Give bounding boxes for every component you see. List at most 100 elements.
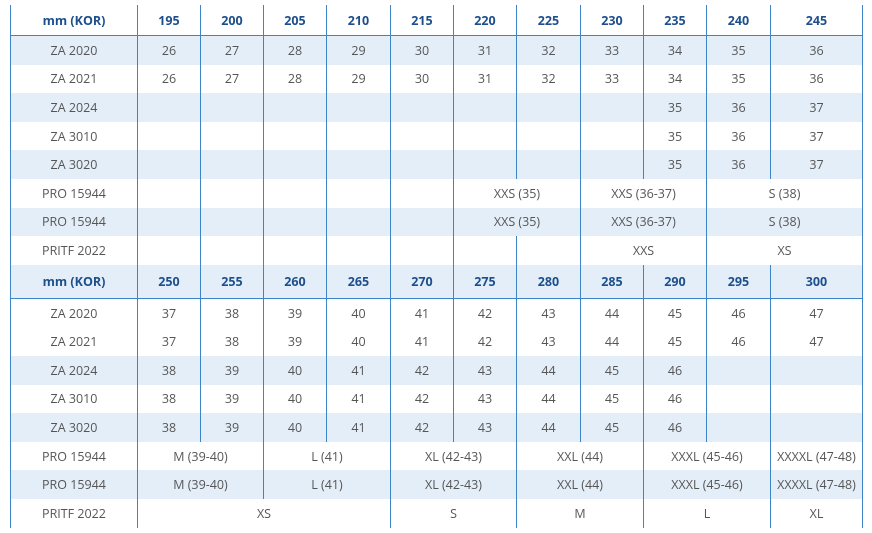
size-cell: XS bbox=[706, 236, 863, 265]
row-label: ZA 3020 bbox=[10, 413, 138, 442]
size-cell bbox=[137, 121, 201, 151]
size-cell: M (39-40) bbox=[137, 441, 264, 471]
size-cell: 37 bbox=[770, 121, 863, 151]
size-row: PRO 15944 M (39-40) L (41) XL (42-43) XXL (4… bbox=[10, 441, 863, 471]
row-label: ZA 2024 bbox=[10, 93, 138, 122]
size-cell: 31 bbox=[453, 64, 517, 94]
size-cell bbox=[770, 355, 863, 385]
size-cell: 42 bbox=[453, 298, 517, 328]
size-cell: 35 bbox=[643, 121, 707, 151]
row-label: ZA 2021 bbox=[10, 64, 138, 94]
row-label: ZA 2020 bbox=[10, 298, 138, 328]
size-cell: 44 bbox=[516, 355, 581, 385]
size-cell bbox=[326, 93, 391, 122]
size-row: ZA 3020 35 36 37 bbox=[10, 150, 863, 179]
size-cell bbox=[263, 93, 327, 122]
size-cell: 34 bbox=[643, 35, 707, 65]
header-cell: 205 bbox=[263, 5, 327, 36]
header-cell: 200 bbox=[200, 5, 264, 36]
size-cell: XXXL (45-46) bbox=[643, 441, 771, 471]
size-cell: 35 bbox=[643, 150, 707, 179]
row-label: PRITF 2022 bbox=[10, 498, 138, 528]
header-cell: 300 bbox=[770, 264, 863, 299]
size-cell: 43 bbox=[516, 298, 581, 328]
size-cell bbox=[137, 207, 201, 237]
header-cell: 225 bbox=[516, 5, 581, 36]
size-cell bbox=[326, 236, 391, 265]
size-cell bbox=[200, 93, 264, 122]
size-cell: XXL (44) bbox=[516, 441, 644, 471]
size-cell: 30 bbox=[390, 35, 454, 65]
size-cell: 36 bbox=[706, 150, 771, 179]
size-cell: S (38) bbox=[706, 178, 863, 208]
size-cell: 42 bbox=[390, 413, 454, 442]
size-cell: XXXXL (47-48) bbox=[770, 470, 863, 499]
header-cell: 235 bbox=[643, 5, 707, 36]
size-cell: 41 bbox=[390, 298, 454, 328]
size-cell bbox=[706, 355, 771, 385]
size-row: ZA 2024 38 39 40 41 42 43 44 45 46 bbox=[10, 355, 863, 385]
header-cell: 280 bbox=[516, 264, 581, 299]
size-cell: 46 bbox=[643, 384, 707, 414]
size-cell: 41 bbox=[326, 413, 391, 442]
size-cell bbox=[453, 150, 517, 179]
size-cell: 44 bbox=[516, 384, 581, 414]
size-row: ZA 3020 38 39 40 41 42 43 44 45 46 bbox=[10, 413, 863, 442]
size-cell: 44 bbox=[516, 413, 581, 442]
size-cell: XS bbox=[137, 498, 391, 528]
size-cell: 36 bbox=[706, 121, 771, 151]
size-cell: XL (42-43) bbox=[390, 470, 517, 499]
size-cell bbox=[770, 413, 863, 442]
size-cell: 35 bbox=[706, 64, 771, 94]
size-cell: 32 bbox=[516, 35, 581, 65]
size-cell: 30 bbox=[390, 64, 454, 94]
size-cell: 38 bbox=[137, 384, 201, 414]
size-cell: 33 bbox=[580, 64, 644, 94]
size-cell: 43 bbox=[453, 413, 517, 442]
size-cell: 40 bbox=[326, 298, 391, 328]
size-cell bbox=[453, 236, 517, 265]
size-cell: 38 bbox=[137, 413, 201, 442]
size-cell: 33 bbox=[580, 35, 644, 65]
size-cell: 47 bbox=[770, 327, 863, 356]
size-cell bbox=[516, 93, 581, 122]
size-cell: 31 bbox=[453, 35, 517, 65]
size-row: ZA 2024 35 36 37 bbox=[10, 93, 863, 122]
size-cell bbox=[390, 121, 454, 151]
header-cell: 220 bbox=[453, 5, 517, 36]
size-cell bbox=[263, 178, 327, 208]
size-cell bbox=[516, 236, 581, 265]
size-cell: 26 bbox=[137, 64, 201, 94]
size-cell bbox=[137, 178, 201, 208]
size-cell: 44 bbox=[580, 327, 644, 356]
size-cell: 27 bbox=[200, 35, 264, 65]
size-row: PRO 15944 XXS (35) XXS (36-37) S (38) bbox=[10, 178, 863, 208]
size-cell bbox=[390, 178, 454, 208]
size-cell: 35 bbox=[706, 35, 771, 65]
row-label: ZA 3010 bbox=[10, 121, 138, 151]
size-cell bbox=[706, 413, 771, 442]
size-cell: M (39-40) bbox=[137, 470, 264, 499]
header-cell: 295 bbox=[706, 264, 771, 299]
size-cell: 40 bbox=[263, 384, 327, 414]
size-cell: 42 bbox=[390, 355, 454, 385]
size-cell: XXS (35) bbox=[453, 207, 581, 237]
size-cell: 36 bbox=[770, 35, 863, 65]
row-label: PRITF 2022 bbox=[10, 236, 138, 265]
size-cell bbox=[263, 236, 327, 265]
size-cell: 43 bbox=[453, 384, 517, 414]
size-cell: 46 bbox=[706, 298, 771, 328]
size-cell bbox=[326, 207, 391, 237]
size-cell bbox=[137, 93, 201, 122]
size-cell bbox=[200, 236, 264, 265]
size-cell: XL bbox=[770, 498, 863, 528]
size-cell bbox=[326, 178, 391, 208]
size-cell: 38 bbox=[200, 298, 264, 328]
size-cell bbox=[453, 93, 517, 122]
size-cell: 40 bbox=[263, 413, 327, 442]
row-label: PRO 15944 bbox=[10, 470, 138, 499]
size-cell: S bbox=[390, 498, 517, 528]
size-cell: 40 bbox=[326, 327, 391, 356]
header-cell: 260 bbox=[263, 264, 327, 299]
size-cell: M bbox=[516, 498, 644, 528]
